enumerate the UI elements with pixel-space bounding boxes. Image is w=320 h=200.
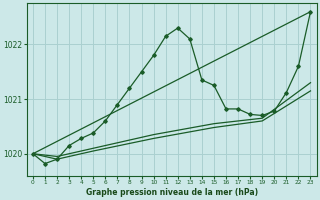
X-axis label: Graphe pression niveau de la mer (hPa): Graphe pression niveau de la mer (hPa) bbox=[86, 188, 258, 197]
